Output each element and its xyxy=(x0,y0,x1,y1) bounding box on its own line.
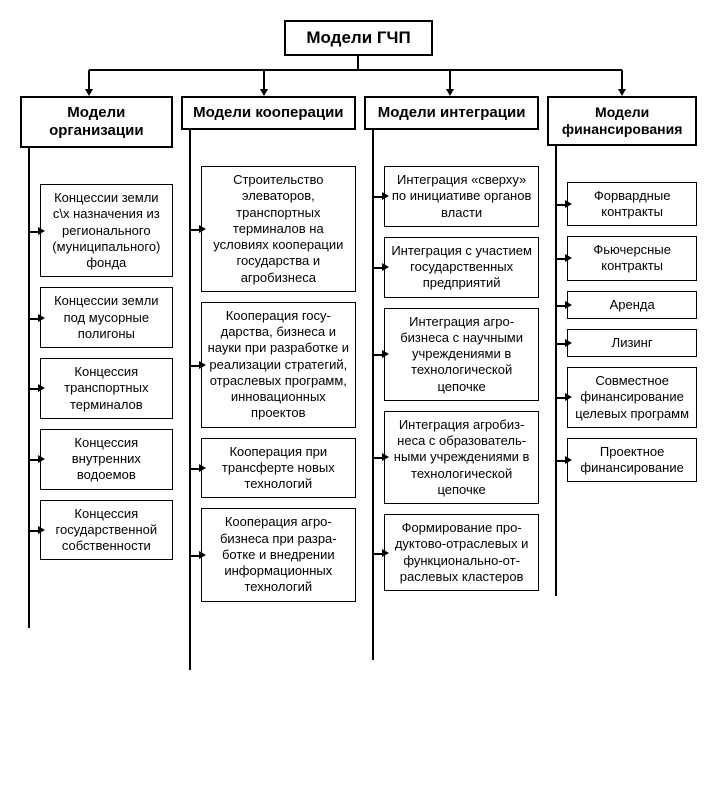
column-header-label: Модели организации xyxy=(49,104,143,139)
item-label: Кооперация агро­бизнеса при разра­ботке … xyxy=(220,514,337,594)
column-header-label: Модели кооперации xyxy=(193,104,343,121)
item-box: Концессия внутренних водоемов xyxy=(40,429,173,490)
item-label: Концессии земли под мусорные полигоны xyxy=(54,293,158,341)
item-label: Кооперация госу­дарства, бизнеса и науки… xyxy=(208,308,349,421)
root-label: Модели ГЧП xyxy=(306,28,410,47)
item-box: Интеграция с участи­ем государственных п… xyxy=(384,237,539,298)
column-2: Модели интеграции Интеграция «сверху» по … xyxy=(364,96,539,680)
item-label: Интеграция с участи­ем государственных п… xyxy=(391,243,532,291)
item-box: Фьючерсные контракты xyxy=(567,236,697,281)
item-box: Концессии земли с\х назначения из регион… xyxy=(40,184,173,277)
column-1: Модели кооперации Строительство элеваторо… xyxy=(181,96,356,680)
item-box: Интеграция агробиз­неса с образователь­н… xyxy=(384,411,539,504)
columns-container: Модели организации Концессии земли с\х на… xyxy=(20,96,697,698)
item-label: Концессии земли с\х назначения из регион… xyxy=(52,190,160,270)
item-label: Интеграция агро­бизнеса с научными учреж… xyxy=(400,314,523,394)
item-box: Концессии земли под мусорные полигоны xyxy=(40,287,173,348)
item-label: Формирование про­дуктово-отраслевых и фу… xyxy=(395,520,529,584)
column-header: Модели финансирования xyxy=(547,96,697,146)
item-label: Концессия государственной собственности xyxy=(56,506,158,554)
column-header: Модели организации xyxy=(20,96,173,148)
item-label: Строительство элеваторов, транспортных т… xyxy=(213,172,343,285)
root-node: Модели ГЧП xyxy=(284,20,432,56)
item-box: Интеграция агро­бизнеса с научными учреж… xyxy=(384,308,539,401)
item-label: Лизинг xyxy=(612,335,653,350)
item-label: Фьючерсные контракты xyxy=(593,242,671,273)
item-box: Интеграция «сверху» по инициативе органо… xyxy=(384,166,539,227)
item-label: Концессия внутренних водоемов xyxy=(72,435,141,483)
items-wrap: Интеграция «сверху» по инициативе органо… xyxy=(364,130,539,680)
item-box: Совместное финансирова­ние целевых прогр… xyxy=(567,367,697,428)
item-box: Кооперация госу­дарства, бизнеса и науки… xyxy=(201,302,356,428)
column-header: Модели интеграции xyxy=(364,96,539,130)
item-label: Интеграция агробиз­неса с образователь­н… xyxy=(394,417,530,497)
item-label: Кооперация при трансферте новых технолог… xyxy=(222,444,335,492)
item-label: Аренда xyxy=(610,297,655,312)
item-box: Форвардные контракты xyxy=(567,182,697,227)
column-header-label: Модели финансирования xyxy=(562,104,683,137)
item-label: Форвардные контракты xyxy=(594,188,671,219)
ppp-models-diagram: Модели ГЧП Модели организации Концессии з… xyxy=(20,20,697,698)
item-box: Концессия государственной собственности xyxy=(40,500,173,561)
item-box: Кооперация при трансферте новых технолог… xyxy=(201,438,356,499)
item-box: Кооперация агро­бизнеса при разра­ботке … xyxy=(201,508,356,601)
column-0: Модели организации Концессии земли с\х на… xyxy=(20,96,173,698)
item-label: Проектное финансиро­вание xyxy=(580,444,683,475)
root-connector xyxy=(20,56,697,96)
column-3: Модели финансирования Форвардные контракт… xyxy=(547,96,697,696)
column-header: Модели кооперации xyxy=(181,96,356,130)
item-box: Строительство элеваторов, транспортных т… xyxy=(201,166,356,292)
item-label: Концессия транспортных терминалов xyxy=(64,364,148,412)
item-box: Проектное финансиро­вание xyxy=(567,438,697,483)
items-wrap: Концессии земли с\х назначения из регион… xyxy=(20,148,173,698)
item-box: Формирование про­дуктово-отраслевых и фу… xyxy=(384,514,539,591)
items-wrap: Строительство элеваторов, транспортных т… xyxy=(181,130,356,680)
column-header-label: Модели интеграции xyxy=(378,104,526,121)
item-box: Аренда xyxy=(567,291,697,319)
item-box: Лизинг xyxy=(567,329,697,357)
item-label: Интеграция «сверху» по инициативе органо… xyxy=(392,172,532,220)
items-wrap: Форвардные контракты Фьючерсные контракты… xyxy=(547,146,697,696)
item-label: Совместное финансирова­ние целевых прогр… xyxy=(575,373,689,421)
item-box: Концессия транспортных терминалов xyxy=(40,358,173,419)
